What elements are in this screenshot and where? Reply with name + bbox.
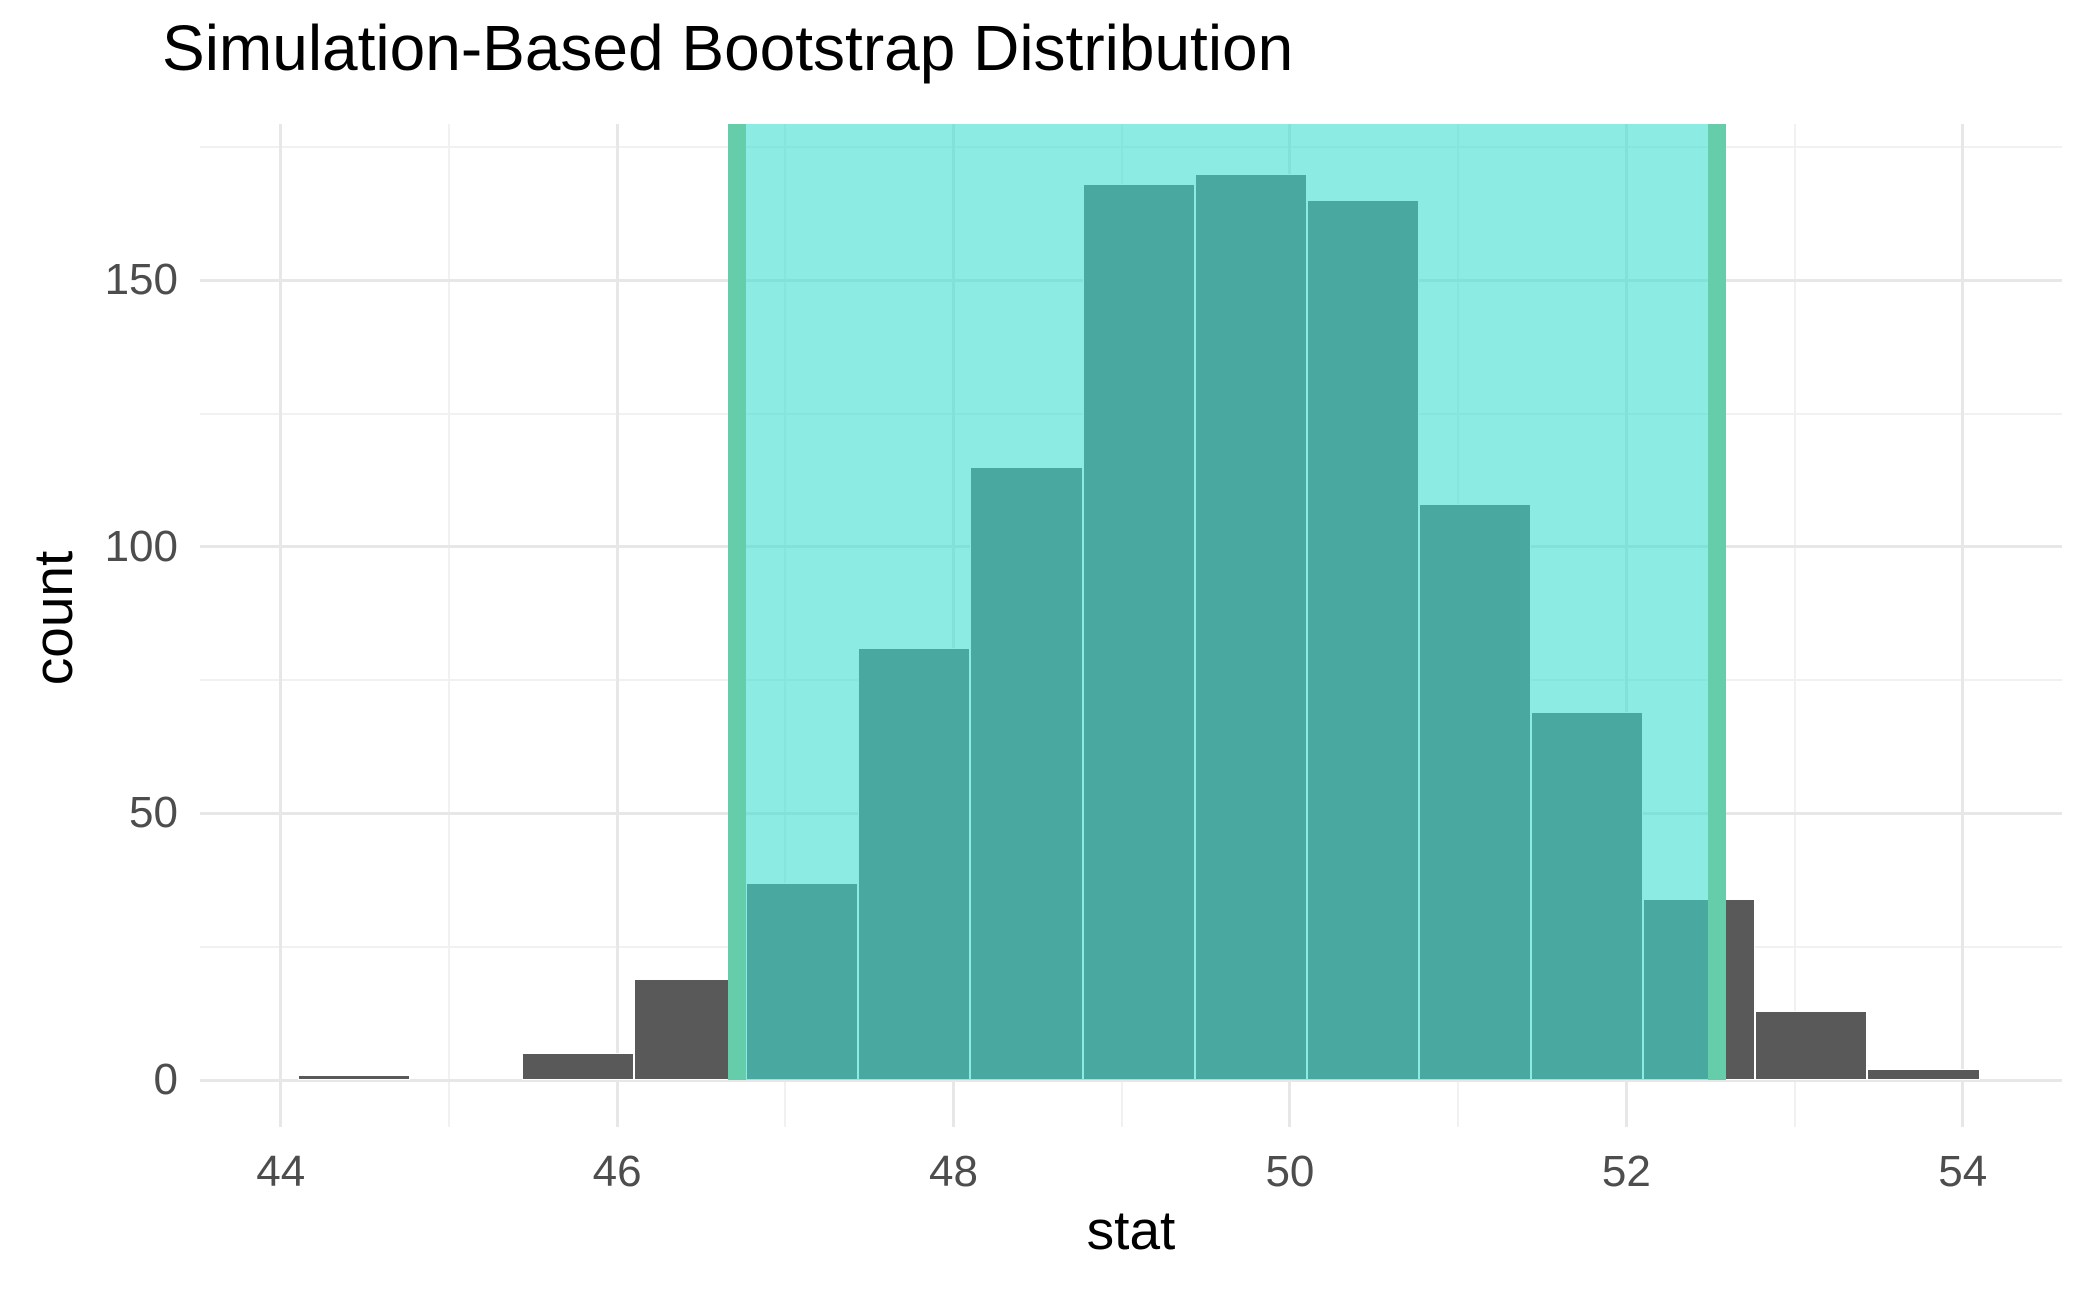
gridline-x-minor [447,124,450,1127]
ci-shade-region [736,124,1718,1081]
x-axis-title: stat [1086,1199,1176,1261]
histogram-bar [521,1053,634,1081]
x-tick-label-52: 52 [1601,1147,1651,1196]
gridline-x-major [1961,124,1965,1127]
histogram-bar [1755,1010,1868,1081]
x-tick-label-48: 48 [929,1147,979,1196]
gridline-y-major [200,1078,2062,1082]
x-tick-label-46: 46 [592,1147,642,1196]
histogram-bar [1867,1069,1980,1081]
y-tick-label-150: 150 [104,255,178,305]
x-tick-label-44: 44 [256,1147,306,1196]
x-tick-label-50: 50 [1265,1147,1315,1196]
plot-panel [200,124,2062,1127]
plot-title: Simulation-Based Bootstrap Distribution [162,12,1294,84]
histogram-bar [633,978,747,1081]
gridline-x-major [615,124,619,1127]
ci-upper-bound-line [1708,124,1727,1081]
ci-lower-bound-line [727,124,746,1081]
x-tick-label-54: 54 [1938,1147,1988,1196]
histogram-bar [297,1074,410,1081]
y-tick-label-0: 0 [153,1055,178,1105]
gridline-x-minor [1793,124,1796,1127]
y-tick-label-50: 50 [129,788,178,838]
y-axis-title: count [22,550,84,686]
gridline-x-major [279,124,283,1127]
y-tick-label-100: 100 [104,521,178,571]
